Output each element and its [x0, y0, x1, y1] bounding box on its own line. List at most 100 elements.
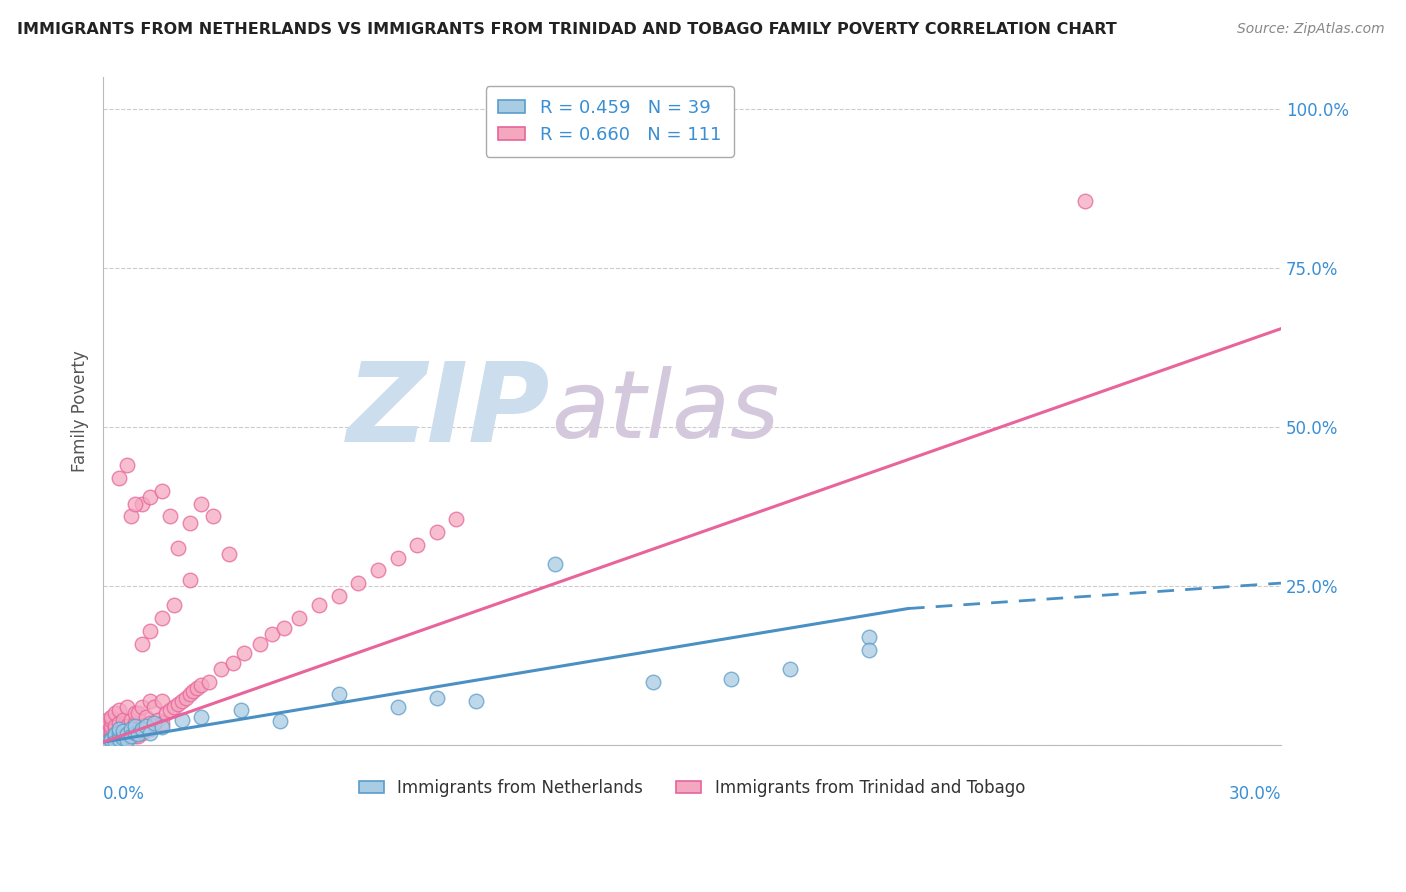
Point — [127, 723, 149, 737]
Point — [387, 700, 409, 714]
Point — [96, 723, 118, 737]
Point — [446, 512, 468, 526]
Point — [124, 719, 146, 733]
Point — [146, 713, 169, 727]
Point — [104, 727, 127, 741]
Point — [104, 725, 127, 739]
Point — [108, 731, 131, 746]
Point — [131, 725, 153, 739]
Point — [104, 719, 127, 733]
Point — [120, 725, 142, 739]
Point — [104, 735, 127, 749]
Point — [96, 733, 118, 747]
Point — [115, 731, 138, 746]
Point — [135, 723, 157, 737]
Text: IMMIGRANTS FROM NETHERLANDS VS IMMIGRANTS FROM TRINIDAD AND TOBAGO FAMILY POVERT: IMMIGRANTS FROM NETHERLANDS VS IMMIGRANT… — [17, 22, 1116, 37]
Point — [426, 525, 449, 540]
Point — [143, 719, 166, 733]
Point — [179, 687, 201, 701]
Point — [100, 731, 122, 746]
Point — [174, 690, 197, 705]
Point — [166, 697, 188, 711]
Point — [115, 727, 138, 741]
Point — [190, 709, 212, 723]
Point — [100, 729, 122, 743]
Point — [139, 624, 162, 638]
Point — [111, 719, 134, 733]
Point — [115, 729, 138, 743]
Point — [108, 729, 131, 743]
Point — [150, 483, 173, 498]
Point — [124, 723, 146, 737]
Text: Source: ZipAtlas.com: Source: ZipAtlas.com — [1237, 22, 1385, 37]
Point — [641, 674, 664, 689]
Point — [124, 716, 146, 731]
Point — [143, 700, 166, 714]
Point — [111, 729, 134, 743]
Point — [124, 725, 146, 739]
Point — [163, 700, 186, 714]
Point — [139, 725, 162, 739]
Point — [108, 723, 131, 737]
Point — [127, 706, 149, 721]
Point — [96, 727, 118, 741]
Text: 0.0%: 0.0% — [103, 785, 145, 804]
Point — [120, 713, 142, 727]
Point — [190, 497, 212, 511]
Point — [108, 731, 131, 746]
Point — [100, 719, 122, 733]
Point — [124, 729, 146, 743]
Text: atlas: atlas — [551, 366, 779, 457]
Point — [124, 706, 146, 721]
Point — [100, 723, 122, 737]
Point — [139, 716, 162, 731]
Point — [179, 573, 201, 587]
Point — [131, 636, 153, 650]
Point — [96, 713, 118, 727]
Point — [111, 725, 134, 739]
Point — [135, 719, 157, 733]
Point — [273, 621, 295, 635]
Point — [209, 662, 232, 676]
Point — [229, 703, 252, 717]
Point — [139, 694, 162, 708]
Point — [100, 709, 122, 723]
Point — [120, 723, 142, 737]
Point — [127, 727, 149, 741]
Point — [115, 733, 138, 747]
Point — [150, 716, 173, 731]
Point — [104, 729, 127, 743]
Point — [100, 725, 122, 739]
Point — [183, 684, 205, 698]
Point — [111, 731, 134, 746]
Point — [143, 716, 166, 731]
Point — [104, 723, 127, 737]
Point — [100, 731, 122, 746]
Point — [120, 723, 142, 737]
Y-axis label: Family Poverty: Family Poverty — [72, 351, 89, 472]
Text: ZIP: ZIP — [347, 358, 551, 465]
Point — [170, 713, 193, 727]
Point — [779, 662, 801, 676]
Point — [139, 490, 162, 504]
Point — [115, 719, 138, 733]
Point — [308, 599, 330, 613]
Point — [387, 550, 409, 565]
Point — [150, 694, 173, 708]
Point — [111, 731, 134, 745]
Point — [328, 589, 350, 603]
Point — [150, 611, 173, 625]
Point — [115, 725, 138, 739]
Point — [260, 627, 283, 641]
Point — [96, 731, 118, 745]
Point — [139, 723, 162, 737]
Point — [96, 731, 118, 746]
Point — [858, 643, 880, 657]
Point — [108, 716, 131, 731]
Point — [96, 725, 118, 739]
Point — [249, 636, 271, 650]
Point — [218, 548, 240, 562]
Point — [131, 719, 153, 733]
Point — [288, 611, 311, 625]
Point — [108, 723, 131, 737]
